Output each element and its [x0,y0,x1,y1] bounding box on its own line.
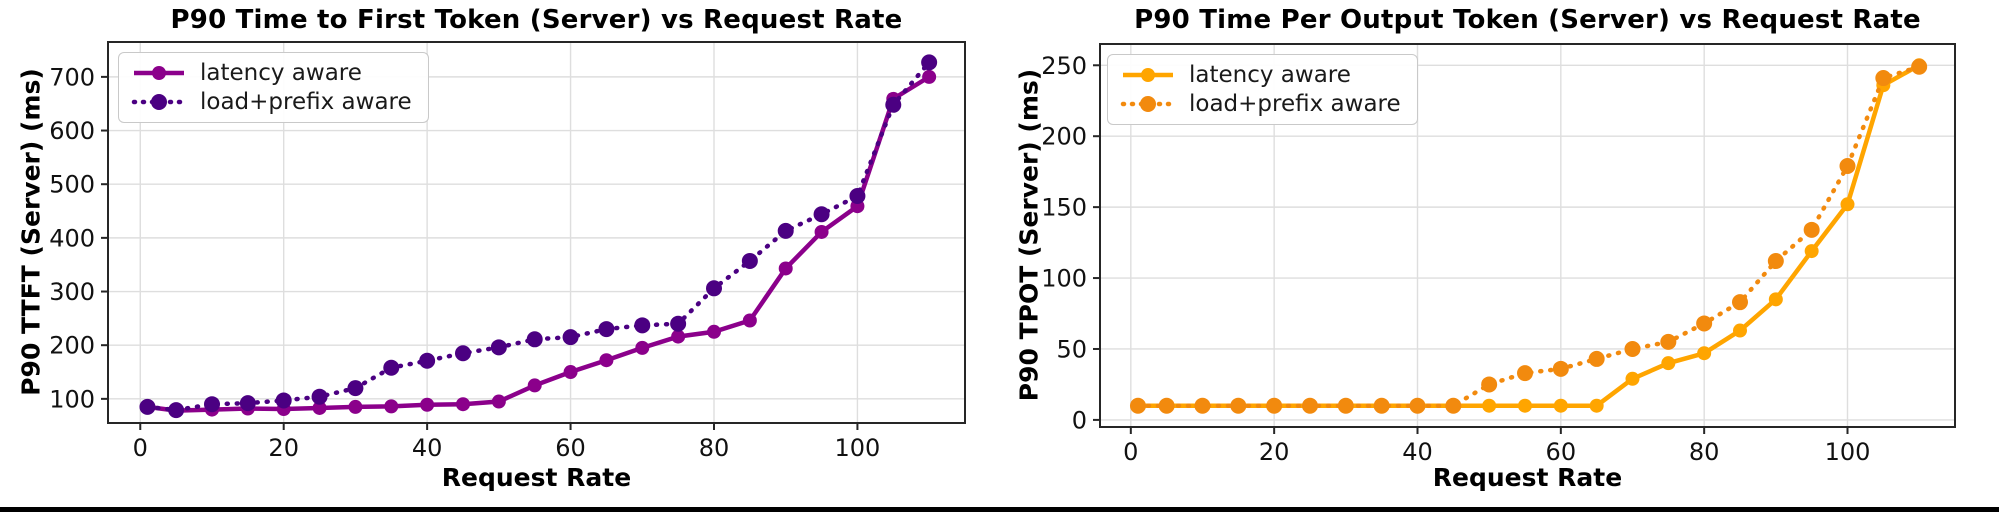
legend-item-label: latency aware [200,60,362,86]
svg-text:0: 0 [133,434,148,462]
svg-text:60: 60 [1546,438,1577,466]
svg-text:50: 50 [1056,335,1087,363]
legend-item: latency aware [1120,62,1401,88]
ttft-legend: latency aware load+prefix aware [118,52,429,123]
tpot-x-axis-label: Request Rate [1432,463,1623,492]
legend-item: load+prefix aware [131,89,412,115]
svg-text:100: 100 [1825,438,1871,466]
svg-text:60: 60 [555,434,586,462]
bottom-divider [0,507,1999,512]
svg-text:150: 150 [1041,194,1087,222]
svg-text:40: 40 [412,434,443,462]
legend-item-label: load+prefix aware [200,89,412,115]
svg-text:300: 300 [49,278,95,306]
svg-text:0: 0 [1123,438,1138,466]
legend-item-label: load+prefix aware [1189,91,1401,117]
svg-text:80: 80 [1689,438,1720,466]
svg-text:200: 200 [49,332,95,360]
dotted-line-marker-icon [131,94,187,110]
svg-text:700: 700 [49,63,95,91]
svg-text:400: 400 [49,224,95,252]
ttft-x-axis-label: Request Rate [441,463,632,492]
svg-text:20: 20 [268,434,299,462]
legend-item: latency aware [131,60,412,86]
svg-text:40: 40 [1402,438,1433,466]
tpot-chart-figure: P90 Time Per Output Token (Server) vs Re… [1000,0,1999,515]
svg-text:20: 20 [1259,438,1290,466]
tpot-chart-title: P90 Time Per Output Token (Server) vs Re… [1134,5,1921,35]
svg-text:250: 250 [1041,52,1087,80]
solid-line-marker-icon [134,66,184,80]
svg-text:600: 600 [49,117,95,145]
tpot-legend: latency aware load+prefix aware [1107,54,1418,125]
ttft-chart-title: P90 Time to First Token (Server) vs Requ… [170,5,903,35]
svg-text:500: 500 [49,171,95,199]
legend-item: load+prefix aware [1120,91,1401,117]
svg-text:100: 100 [49,385,95,413]
ttft-chart-figure: P90 Time to First Token (Server) vs Requ… [17,5,966,492]
svg-text:80: 80 [699,434,730,462]
svg-text:200: 200 [1041,123,1087,151]
svg-text:0: 0 [1072,406,1087,434]
svg-text:100: 100 [1041,265,1087,293]
svg-text:100: 100 [835,434,881,462]
legend-item-label: latency aware [1189,62,1351,88]
dotted-line-marker-icon [1120,96,1176,112]
solid-line-marker-icon [1123,68,1173,82]
